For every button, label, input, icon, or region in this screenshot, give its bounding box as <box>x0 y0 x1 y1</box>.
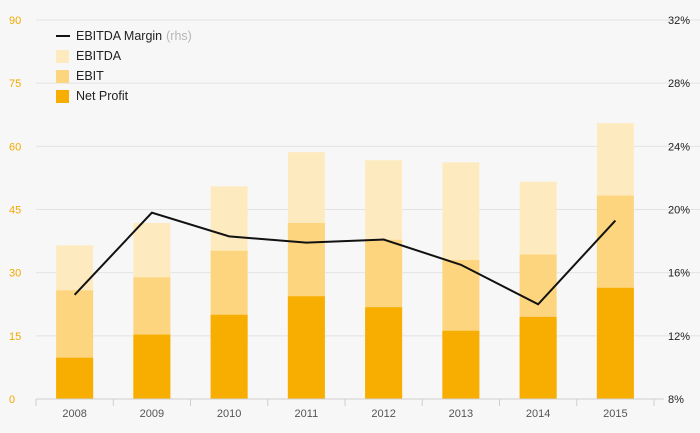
y-right-tick-label: 32% <box>668 15 690 27</box>
bar-layer <box>56 123 634 399</box>
legend-label-ebitda-margin: EBITDA Margin (rhs) <box>76 29 192 43</box>
legend-swatch-net-profit <box>56 90 69 103</box>
y-left-tick-label: 45 <box>9 205 21 217</box>
x-tick-label: 2014 <box>526 408 550 420</box>
y-right-tick-label: 20% <box>668 205 690 217</box>
x-tick-label: 2010 <box>217 408 241 420</box>
legend-swatch-ebitda <box>56 50 69 63</box>
y-right-tick-label: 24% <box>668 141 690 153</box>
line-ebitda-margin <box>73 211 617 306</box>
bar-net-profit <box>56 357 94 399</box>
x-tick-label: 2008 <box>62 408 86 420</box>
legend-label-net-profit: Net Profit <box>76 89 129 103</box>
y-right-tick-label: 16% <box>668 268 690 280</box>
bar-net-profit <box>596 287 634 399</box>
bar-net-profit <box>287 296 325 399</box>
y-left-tick-label: 0 <box>9 394 15 406</box>
legend-series-name: Net Profit <box>76 89 129 103</box>
bar-net-profit <box>365 307 403 399</box>
y-left-tick-label: 75 <box>9 78 21 90</box>
legend-label-ebit: EBIT <box>76 69 104 83</box>
legend-swatch-ebit <box>56 70 69 83</box>
legend-series-name: EBITDA Margin <box>76 29 162 43</box>
legend: EBITDA Margin (rhs) EBITDA EBIT Net Profit <box>56 29 192 103</box>
x-tick-label: 2015 <box>603 408 627 420</box>
y-left-tick-label: 15 <box>9 331 21 343</box>
bar-net-profit <box>442 330 480 399</box>
y-left-tick-label: 60 <box>9 141 21 153</box>
x-tick-label: 2012 <box>371 408 395 420</box>
legend-rhs-suffix: (rhs) <box>166 29 192 43</box>
legend-series-name: EBITDA <box>76 49 122 63</box>
legend-series-name: EBIT <box>76 69 104 83</box>
y-right-tick-label: 12% <box>668 331 690 343</box>
x-tick-label: 2009 <box>140 408 164 420</box>
y-right-tick-label: 8% <box>668 394 684 406</box>
y-left-tick-label: 30 <box>9 268 21 280</box>
bar-net-profit <box>210 314 248 399</box>
legend-label-ebitda: EBITDA <box>76 49 122 63</box>
y-left-tick-label: 90 <box>9 15 21 27</box>
bar-net-profit <box>519 316 557 399</box>
x-tick-label: 2013 <box>449 408 473 420</box>
line-layer <box>73 211 617 306</box>
y-right-tick-label: 28% <box>668 78 690 90</box>
x-tick-label: 2011 <box>295 408 319 420</box>
axis-layer: 0 15 30 45 60 75 90 8% 12% 16% 20% 24% 28% 32% 2008 200… <box>9 15 690 420</box>
bar-net-profit <box>133 334 171 399</box>
